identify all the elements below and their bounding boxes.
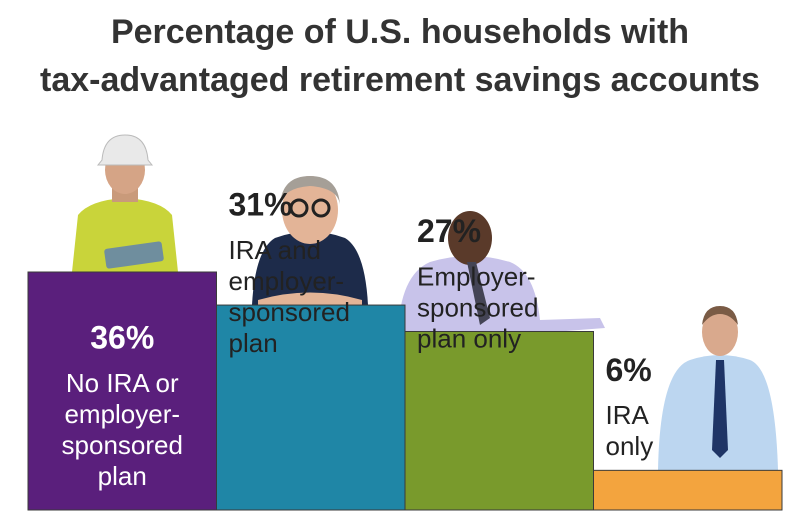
value-label: 27% bbox=[417, 213, 481, 249]
category-label: employer- bbox=[229, 266, 345, 296]
category-label: IRA bbox=[606, 400, 650, 430]
people bbox=[72, 134, 778, 470]
value-label: 6% bbox=[606, 352, 652, 388]
bar bbox=[593, 469, 783, 511]
person bbox=[702, 306, 738, 325]
person bbox=[96, 134, 154, 166]
category-label: plan bbox=[98, 461, 147, 491]
person bbox=[282, 176, 338, 244]
category-label: Employer- bbox=[417, 261, 535, 291]
bar bbox=[216, 304, 406, 511]
category-label: No IRA or bbox=[66, 368, 179, 398]
person bbox=[712, 360, 728, 458]
person bbox=[104, 241, 164, 269]
value-label: 36% bbox=[90, 319, 154, 355]
person bbox=[280, 176, 340, 205]
value-label: 31% bbox=[229, 187, 293, 223]
category-label: sponsored bbox=[62, 430, 183, 460]
person bbox=[467, 262, 490, 325]
category-label: sponsored bbox=[417, 292, 538, 322]
person bbox=[252, 231, 368, 305]
category-label: sponsored bbox=[229, 297, 350, 327]
chart-title: tax-advantaged retirement savings accoun… bbox=[40, 61, 760, 99]
category-label: IRA and bbox=[229, 235, 322, 265]
category-label: plan only bbox=[417, 323, 521, 353]
category-label: only bbox=[606, 431, 654, 461]
person bbox=[398, 256, 605, 333]
person bbox=[289, 198, 309, 218]
person bbox=[702, 308, 738, 356]
bar bbox=[27, 271, 217, 511]
category-label: employer- bbox=[64, 399, 180, 429]
bar bbox=[404, 331, 594, 511]
category-label: plan bbox=[229, 328, 278, 358]
chart-title: Percentage of U.S. households with bbox=[111, 13, 689, 51]
person bbox=[258, 292, 362, 308]
person bbox=[311, 198, 331, 218]
person bbox=[448, 211, 492, 265]
